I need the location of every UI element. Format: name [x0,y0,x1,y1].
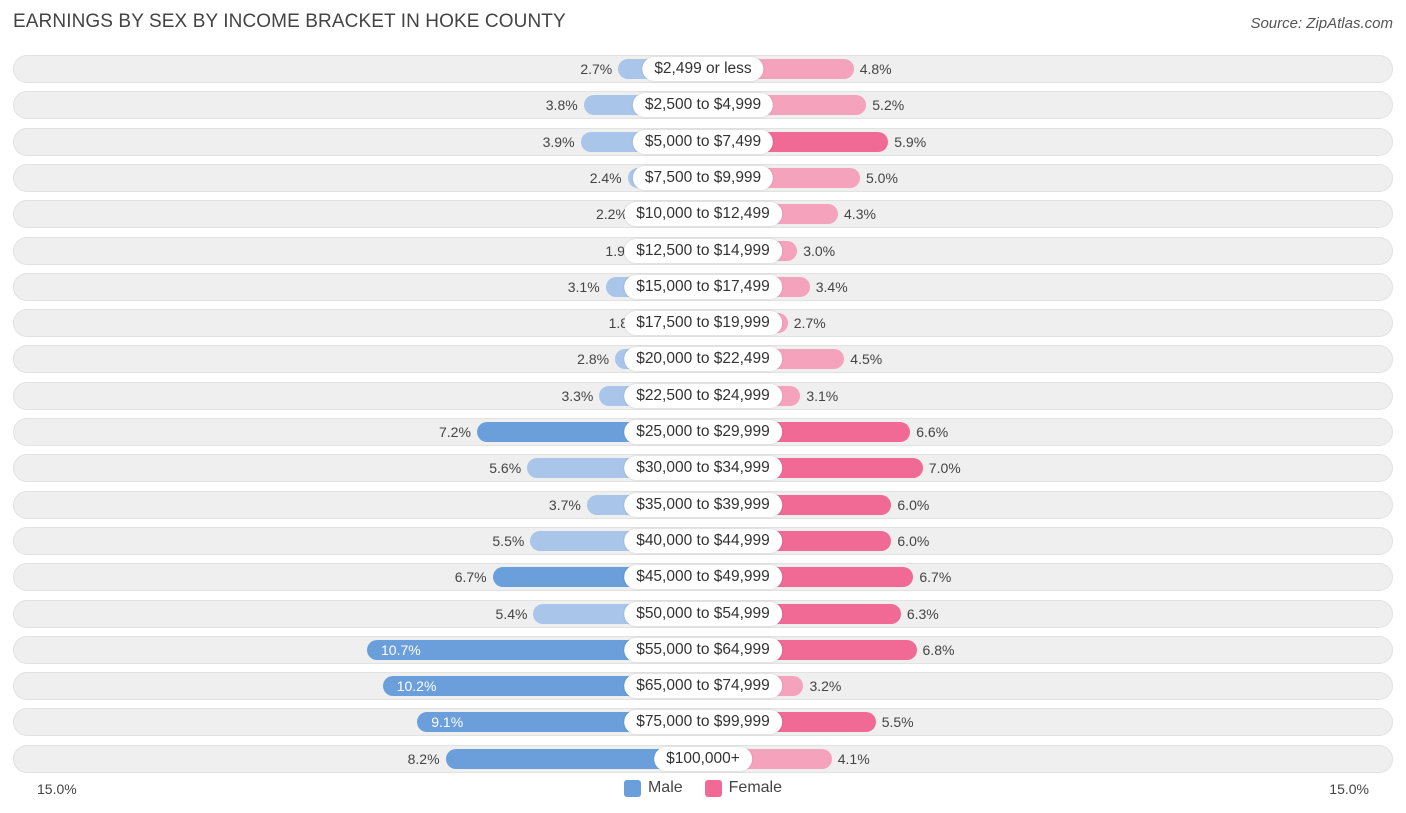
value-label-male: 2.2% [596,206,628,223]
value-label-female: 6.6% [916,424,949,440]
legend-swatch-male [623,779,641,797]
value-label-male: 8.2% [407,750,440,767]
legend-item-male[interactable]: Male [623,779,683,797]
value-label-female: 7.0% [928,460,961,477]
value-label-male: 2.8% [577,351,610,368]
source-credit: Source: ZipAtlas.com [1250,15,1393,32]
axis-label-right: 15.0% [1329,781,1369,797]
category-label: $100,000+ [654,746,752,771]
value-label-male: 10.7% [381,641,421,658]
value-label-female: 5.0% [866,169,898,186]
value-label-female: 6.0% [897,496,930,513]
value-label-female: 3.2% [809,678,842,695]
value-label-male: 10.2% [396,678,437,695]
value-label-female: 5.5% [881,714,914,731]
category-label: $35,000 to $39,999 [624,492,782,517]
category-label: $45,000 to $49,999 [624,565,782,590]
value-label-male: 7.2% [439,424,471,440]
category-label: $17,500 to $19,999 [624,311,782,336]
legend-item-female[interactable]: Female [704,779,783,797]
value-label-male: 3.3% [561,387,594,404]
value-label-male: 9.1% [431,714,464,731]
value-label-male: 3.1% [567,278,600,295]
category-label: $40,000 to $44,999 [624,528,782,553]
category-label: $15,000 to $17,499 [624,274,782,299]
value-label-male: 3.7% [548,496,581,513]
value-label-male: 3.9% [542,133,575,150]
value-label-male: 5.6% [489,460,522,477]
value-label-female: 4.3% [844,206,876,223]
category-label: $20,000 to $22,499 [624,347,782,372]
bar-male[interactable] [367,639,703,660]
value-label-female: 4.8% [859,61,892,77]
value-label-male: 6.7% [454,569,487,586]
value-label-female: 6.8% [922,641,955,658]
category-label: $65,000 to $74,999 [624,674,782,699]
value-label-female: 4.5% [850,351,883,368]
category-label: $22,500 to $24,999 [624,383,782,408]
category-label: $55,000 to $64,999 [624,637,782,662]
value-label-female: 4.1% [837,750,870,767]
value-label-male: 2.7% [580,61,613,77]
category-label: $10,000 to $12,499 [624,202,782,227]
bar-male[interactable] [445,748,703,769]
legend: Male Female [0,779,1406,797]
value-label-female: 6.0% [897,532,930,549]
category-label: $12,500 to $14,999 [624,238,782,263]
category-label: $50,000 to $54,999 [624,601,782,626]
axis-label-left: 15.0% [37,781,77,797]
value-label-male: 3.8% [545,97,578,114]
category-label: $30,000 to $34,999 [624,456,782,481]
category-label: $5,000 to $7,499 [632,129,774,154]
category-label: $25,000 to $29,999 [624,420,782,444]
value-label-female: 3.0% [803,242,836,259]
category-label: $2,499 or less [642,57,764,81]
value-label-male: 2.4% [589,169,622,186]
value-label-male: 5.5% [492,532,525,549]
value-label-male: 5.4% [495,605,528,622]
category-label: $75,000 to $99,999 [624,710,782,735]
chart-title: EARNINGS BY SEX BY INCOME BRACKET IN HOK… [13,11,566,32]
value-label-female: 2.7% [793,315,826,332]
category-label: $2,500 to $4,999 [632,93,774,118]
bar-male[interactable] [382,676,703,697]
value-label-female: 3.1% [806,387,839,404]
legend-swatch-female [704,779,722,797]
category-label: $7,500 to $9,999 [632,165,774,190]
value-label-female: 5.2% [872,97,905,114]
legend-label-male: Male [647,779,683,796]
value-label-female: 5.9% [894,133,927,150]
legend-label-female: Female [728,779,783,796]
value-label-female: 6.7% [919,569,952,586]
value-label-female: 6.3% [906,605,939,622]
value-label-female: 3.4% [815,278,848,295]
